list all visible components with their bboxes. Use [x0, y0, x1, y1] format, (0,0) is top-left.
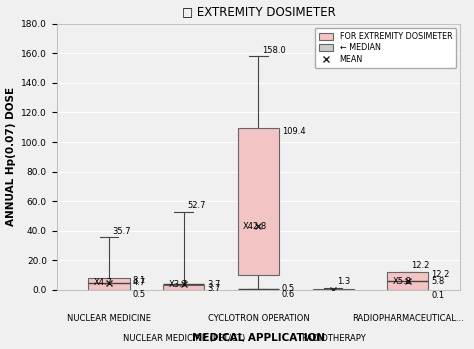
Y-axis label: ANNUAL Hp(0.07) DOSE: ANNUAL Hp(0.07) DOSE: [6, 87, 16, 227]
Legend: FOR EXTREMITY DOSIMETER, ← MEDIAN, MEAN: FOR EXTREMITY DOSIMETER, ← MEDIAN, MEAN: [315, 28, 456, 68]
Text: CYCLOTRON OPERATION: CYCLOTRON OPERATION: [208, 314, 310, 322]
Bar: [89, 278, 129, 290]
Bar: [387, 272, 428, 290]
Text: 5.8: 5.8: [431, 277, 445, 285]
Text: NUCLEAR MEDICINE (PET/CT): NUCLEAR MEDICINE (PET/CT): [123, 334, 245, 343]
Text: X4.7: X4.7: [93, 278, 113, 287]
Text: 8.1: 8.1: [132, 276, 146, 285]
Text: 0.5: 0.5: [132, 290, 146, 299]
Text: 0.1: 0.1: [431, 291, 445, 300]
Text: RADIOTHERAPY: RADIOTHERAPY: [301, 334, 365, 343]
Text: 35.7: 35.7: [113, 227, 131, 236]
Text: 0.5: 0.5: [282, 284, 295, 294]
Text: X5.8: X5.8: [392, 277, 411, 285]
Text: 4.7: 4.7: [132, 278, 146, 287]
Text: 158.0: 158.0: [262, 46, 286, 55]
Text: X42.8: X42.8: [243, 222, 267, 231]
Text: 3.7: 3.7: [207, 284, 220, 293]
Bar: [313, 289, 354, 290]
Text: 52.7: 52.7: [187, 201, 206, 210]
X-axis label: MEDICAL APPLICATION: MEDICAL APPLICATION: [192, 333, 325, 343]
Text: X3.7: X3.7: [168, 280, 187, 289]
Text: 1.3: 1.3: [337, 277, 350, 287]
Title: □ EXTREMITY DOSIMETER: □ EXTREMITY DOSIMETER: [182, 6, 335, 18]
Text: 12.2: 12.2: [411, 261, 430, 270]
Text: 109.4: 109.4: [282, 127, 306, 136]
Text: NUCLEAR MEDICINE: NUCLEAR MEDICINE: [67, 314, 151, 322]
Bar: [163, 285, 204, 290]
Text: 0.6: 0.6: [282, 290, 295, 299]
Text: RADIOPHARMACEUTICAL...: RADIOPHARMACEUTICAL...: [352, 314, 464, 322]
Bar: [238, 128, 279, 275]
Text: 3.7: 3.7: [207, 280, 220, 289]
Text: 12.2: 12.2: [431, 270, 450, 279]
